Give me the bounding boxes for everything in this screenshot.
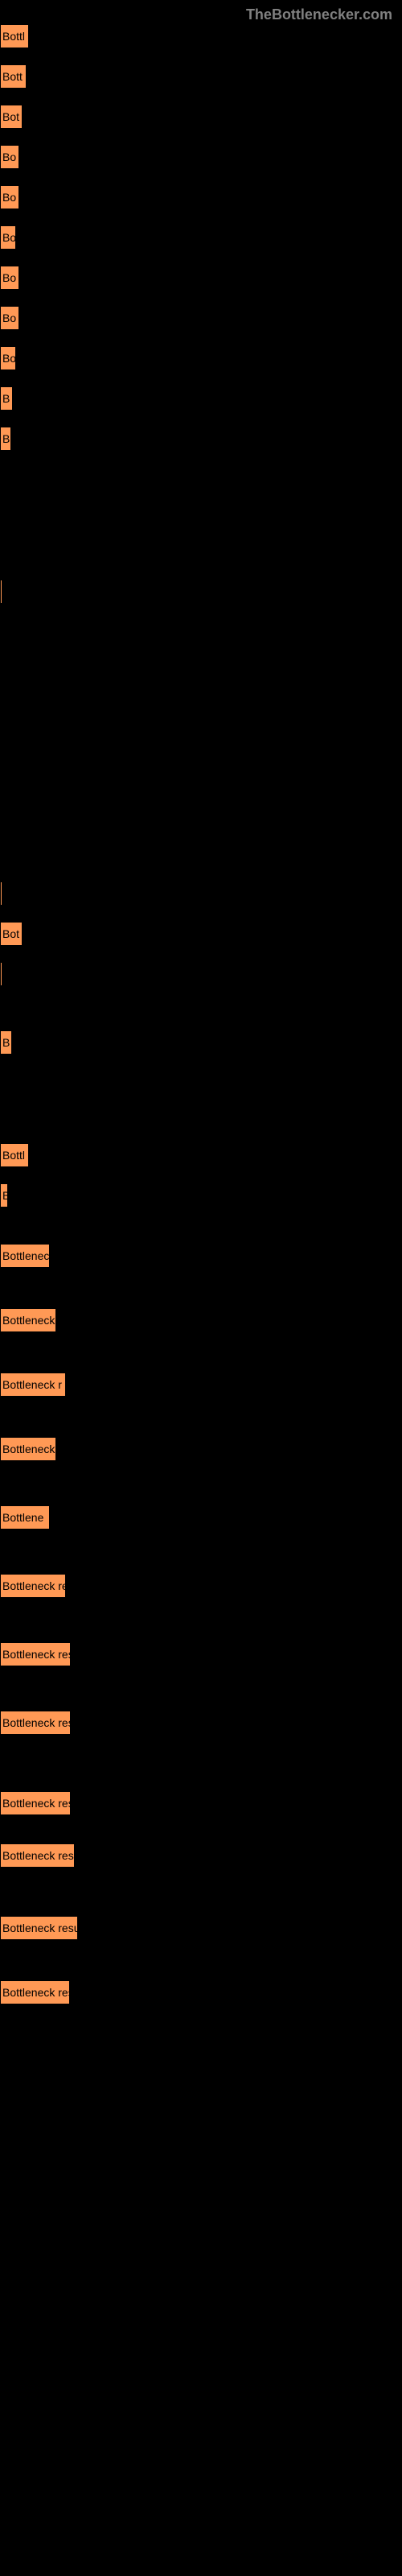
bar-row: B — [0, 386, 13, 411]
bar-label: Bo — [1, 231, 16, 244]
bar-label: Bottleneck — [1, 1314, 55, 1327]
bar-label: Bo — [1, 312, 16, 324]
bar-row: Bottleneck res — [0, 1791, 71, 1815]
bar-label: Bottleneck — [1, 1249, 50, 1262]
bar-row: Bottl — [0, 24, 29, 48]
bar-label: Bottleneck resu — [1, 1849, 75, 1862]
bar-label: Bottleneck res — [1, 1797, 71, 1810]
bar-row: Bottleneck — [0, 1308, 56, 1332]
bar-row: Bottleneck — [0, 1437, 56, 1461]
bar-row: Bottleneck res — [0, 1711, 71, 1735]
bar-label: Bot — [1, 927, 19, 940]
bar-label: Bo — [1, 151, 16, 163]
bar-label: Bottleneck resu — [1, 1922, 78, 1934]
bar-label: Bottl — [1, 30, 25, 43]
bar-row — [0, 881, 2, 906]
bar-row: Bottleneck re — [0, 1574, 66, 1598]
bar-label: B — [1, 432, 10, 445]
bar-label: Bottleneck r — [1, 1378, 62, 1391]
bar-row: Bottleneck resu — [0, 1916, 78, 1940]
bar-row: Bottleneck res — [0, 1980, 70, 2004]
bar-row: Bottleneck r — [0, 1373, 66, 1397]
bar-row: Bottlene — [0, 1505, 50, 1530]
bar-row: Bottleneck res — [0, 1642, 71, 1666]
bar-label: Bottl — [1, 1149, 25, 1162]
bar-label: Bottlene — [1, 1511, 43, 1524]
bar-row: Bo — [0, 145, 19, 169]
bar-row: Bot — [0, 922, 23, 946]
bar-row: Bo — [0, 266, 19, 290]
bar-label: B — [1, 392, 10, 405]
bar-label: Bott — [1, 70, 23, 83]
bar-row: Bo — [0, 306, 19, 330]
bar-row — [0, 580, 2, 604]
bar-row: B — [0, 1030, 12, 1055]
bar-row: Bo — [0, 225, 16, 250]
bar-row: Bottleneck — [0, 1244, 50, 1268]
bottleneck-chart: TheBottlenecker.com Bottl Bott Bot Bo Bo Bo Bo… — [0, 0, 402, 2576]
bar-row — [0, 962, 2, 986]
bar-label: Bottleneck — [1, 1443, 55, 1455]
bar-label: Bot — [1, 110, 19, 123]
bar-row: Bo — [0, 346, 16, 370]
bar-label: Bo — [1, 271, 16, 284]
brand-watermark: TheBottlenecker.com — [246, 6, 392, 23]
bar-row: B — [0, 1183, 8, 1208]
bar-row: Bot — [0, 105, 23, 129]
bar-label: Bottleneck res — [1, 1986, 70, 1999]
bar-row: Bottleneck resu — [0, 1843, 75, 1868]
bar-row: Bottl — [0, 1143, 29, 1167]
bar-label: B — [1, 1036, 10, 1049]
bar-label: Bo — [1, 352, 16, 365]
bar-row: B — [0, 427, 11, 451]
bar-label: B — [1, 1189, 8, 1202]
bar-label: Bo — [1, 191, 16, 204]
bar-row: Bott — [0, 64, 27, 89]
bar-label: Bottleneck re — [1, 1579, 66, 1592]
bar-row: Bo — [0, 185, 19, 209]
bar-label: Bottleneck res — [1, 1716, 71, 1729]
bar-label: Bottleneck res — [1, 1648, 71, 1661]
